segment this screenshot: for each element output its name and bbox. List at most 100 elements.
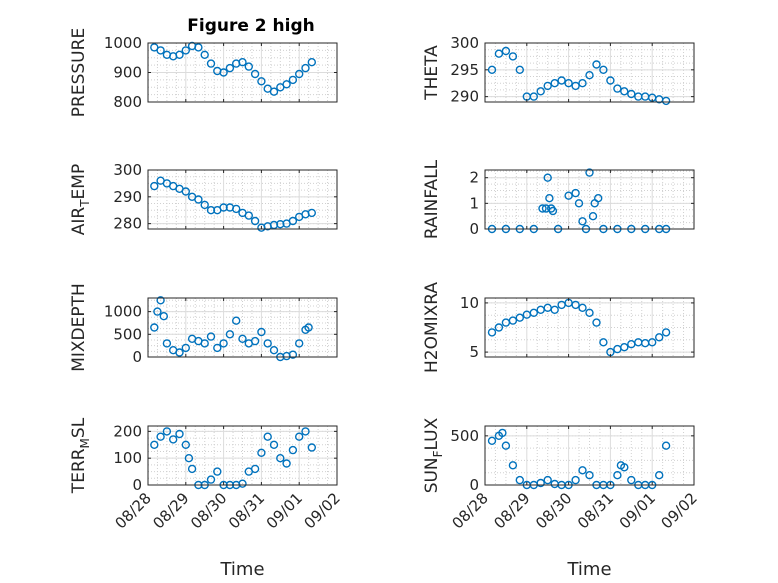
data-point (564, 191, 573, 200)
data-point (620, 463, 629, 472)
data-point (571, 300, 580, 310)
data-point (508, 52, 518, 61)
data-point (655, 471, 664, 480)
data-series (150, 176, 316, 232)
data-point (282, 80, 291, 89)
axes-box (147, 169, 338, 230)
data-point (250, 336, 260, 346)
data-point (515, 65, 524, 75)
data-point (620, 87, 629, 96)
data-point (578, 217, 587, 226)
data-point (295, 432, 304, 441)
y-axis-label-part: LUX (422, 417, 442, 450)
data-point (150, 323, 159, 332)
data-point (613, 84, 622, 93)
y-tick-label: 1000 (104, 34, 142, 52)
data-point (159, 312, 169, 321)
data-point (231, 316, 241, 325)
axes-box (147, 425, 338, 486)
y-tick-label: 290 (450, 88, 479, 106)
data-point (578, 466, 587, 475)
y-tick-label: 290 (113, 188, 142, 206)
y-axis-label: SUNFLUX (422, 417, 445, 493)
data-point (529, 308, 538, 317)
data-point (661, 328, 671, 337)
data-point (585, 308, 594, 317)
data-point (200, 339, 209, 348)
data-point (156, 432, 165, 441)
data-point (295, 339, 304, 348)
axes-background (485, 43, 694, 102)
data-point (269, 346, 279, 355)
data-point (181, 46, 191, 55)
major-grid (148, 298, 337, 357)
data-point (541, 204, 551, 213)
data-point (627, 475, 636, 485)
data-point (307, 443, 316, 452)
y-tick-label: 0 (469, 476, 479, 494)
y-axis-label-part: AIR (69, 207, 89, 236)
major-grid (485, 298, 694, 357)
data-point (263, 432, 272, 441)
data-point (585, 168, 594, 177)
data-point (648, 338, 657, 347)
data-point (162, 339, 172, 348)
data-point (184, 454, 194, 463)
data-point (288, 216, 298, 226)
data-point (571, 475, 580, 485)
figure-title: Figure 2 high (187, 16, 315, 36)
data-point (508, 316, 518, 325)
data-point (181, 440, 191, 449)
x-axis-label: Time (566, 559, 611, 580)
data-point (564, 78, 573, 88)
data-point (156, 46, 165, 55)
subplot-theta: 290 295 300 THETA (422, 34, 695, 106)
data-point (536, 478, 545, 488)
data-point (627, 89, 636, 99)
data-point (187, 464, 197, 474)
axes-box (484, 297, 695, 358)
data-point (250, 216, 260, 226)
y-axis-label-part: SL (69, 417, 89, 438)
data-series (150, 296, 313, 362)
data-point (494, 49, 504, 58)
data-point (592, 318, 601, 327)
data-point (282, 459, 291, 468)
data-point (501, 46, 511, 56)
data-point (288, 75, 298, 85)
y-axis-label: PRESSURE (69, 28, 89, 117)
y-axis-label-subscript: F (431, 450, 445, 457)
data-point (606, 76, 615, 85)
data-point (213, 343, 222, 353)
y-tick-label: 1000 (104, 303, 142, 321)
data-point (536, 87, 545, 96)
data-series (487, 46, 671, 106)
data-point (288, 445, 298, 455)
y-axis-label: THETA (422, 45, 442, 101)
data-point (238, 479, 247, 488)
data-point (238, 334, 247, 343)
y-tick-label: 100 (113, 449, 142, 467)
data-point (231, 204, 241, 214)
data-point (288, 350, 298, 359)
data-point (585, 70, 594, 80)
data-point (244, 62, 254, 71)
y-tick-label: 800 (113, 93, 142, 111)
y-axis-label: AIRTEMP (69, 164, 92, 235)
data-point (498, 428, 507, 438)
y-tick-label: 0 (132, 476, 142, 494)
major-grid (485, 43, 694, 102)
y-axis-label: TERRMSL (69, 417, 92, 494)
data-point (578, 303, 587, 312)
data-point (487, 328, 497, 337)
data-point (661, 96, 671, 106)
y-tick-label: 500 (450, 427, 479, 445)
subplot-air-temp: 280 290 300 AIRTEMP (69, 161, 338, 235)
data-point (213, 467, 222, 476)
data-point (206, 332, 216, 341)
data-point (238, 58, 247, 67)
data-series (150, 41, 316, 96)
data-point (244, 211, 254, 220)
data-point (571, 188, 580, 198)
